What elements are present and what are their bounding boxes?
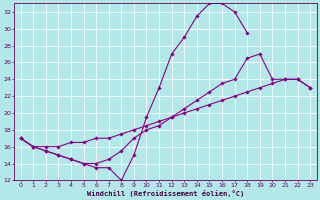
X-axis label: Windchill (Refroidissement éolien,°C): Windchill (Refroidissement éolien,°C) bbox=[87, 190, 244, 197]
